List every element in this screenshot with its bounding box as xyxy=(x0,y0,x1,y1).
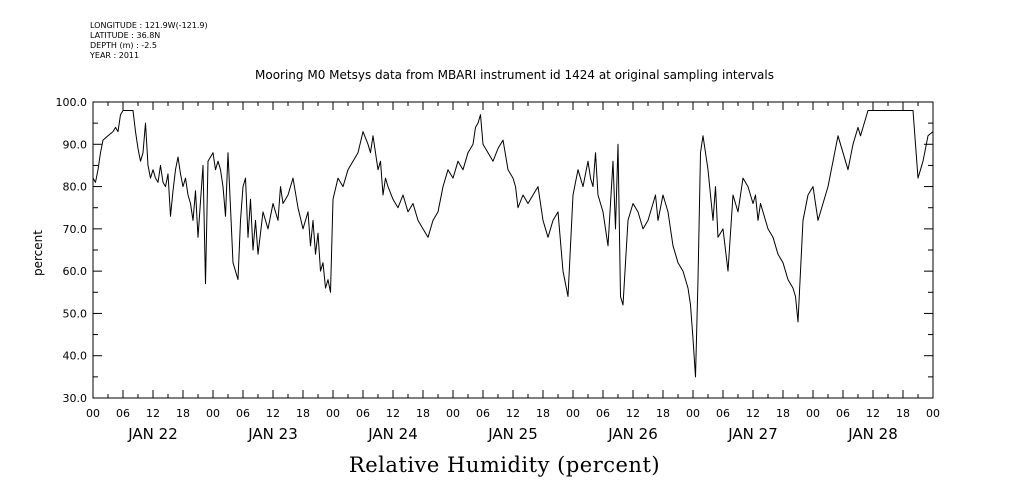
x-tick-label: 18 xyxy=(176,407,190,420)
x-tick-label: 18 xyxy=(656,407,670,420)
x-tick-label: 06 xyxy=(596,407,610,420)
x-tick-label: 00 xyxy=(206,407,220,420)
x-tick-label: 12 xyxy=(506,407,520,420)
x-tick-label: 18 xyxy=(776,407,790,420)
x-tick-label: 06 xyxy=(356,407,370,420)
x-day-label: JAN 24 xyxy=(367,425,418,443)
x-tick-label: 06 xyxy=(476,407,490,420)
x-day-label: JAN 27 xyxy=(727,425,778,443)
y-tick-label: 90.0 xyxy=(63,138,88,151)
longitude-text: LONGITUDE : 121.9W(-121.9) xyxy=(90,21,208,30)
x-tick-label: 18 xyxy=(896,407,910,420)
y-tick-label: 80.0 xyxy=(63,181,88,194)
x-tick-label: 06 xyxy=(716,407,730,420)
x-tick-label: 12 xyxy=(386,407,400,420)
x-day-label: JAN 22 xyxy=(127,425,178,443)
depth-text: DEPTH (m) : -2.5 xyxy=(90,41,157,50)
y-tick-label: 70.0 xyxy=(63,223,88,236)
header-info: LONGITUDE : 121.9W(-121.9) LATITUDE : 36… xyxy=(90,21,208,61)
x-tick-label: 12 xyxy=(266,407,280,420)
x-day-label: JAN 25 xyxy=(487,425,538,443)
x-axis-label: Relative Humidity (percent) xyxy=(348,453,661,477)
x-tick-label: 12 xyxy=(626,407,640,420)
y-tick-label: 100.0 xyxy=(56,96,88,109)
x-tick-label: 18 xyxy=(416,407,430,420)
x-tick-label: 18 xyxy=(536,407,550,420)
y-axis-label: percent xyxy=(31,230,45,276)
plot-frame xyxy=(92,101,934,399)
x-tick-label: 00 xyxy=(566,407,580,420)
x-tick-label: 18 xyxy=(296,407,310,420)
y-tick-label: 30.0 xyxy=(63,392,88,405)
y-tick-label: 60.0 xyxy=(63,265,88,278)
x-tick-label: 00 xyxy=(686,407,700,420)
x-tick-label: 00 xyxy=(446,407,460,420)
x-tick-label: 00 xyxy=(926,407,940,420)
year-text: YEAR : 2011 xyxy=(90,51,140,60)
chart-title: Mooring M0 Metsys data from MBARI instru… xyxy=(255,68,774,82)
x-tick-label: 00 xyxy=(326,407,340,420)
x-tick-label: 06 xyxy=(236,407,250,420)
x-tick-label: 12 xyxy=(746,407,760,420)
y-tick-label: 50.0 xyxy=(63,307,88,320)
y-tick-label: 40.0 xyxy=(63,350,88,363)
latitude-text: LATITUDE : 36.8N xyxy=(90,31,161,40)
x-tick-label: 00 xyxy=(806,407,820,420)
x-day-label: JAN 23 xyxy=(247,425,298,443)
series-line-humidity xyxy=(92,110,934,378)
x-day-label: JAN 26 xyxy=(607,425,658,443)
x-tick-label: 06 xyxy=(836,407,850,420)
x-tick-label: 06 xyxy=(116,407,130,420)
x-tick-label: 12 xyxy=(146,407,160,420)
x-day-label: JAN 28 xyxy=(847,425,898,443)
x-tick-label: 12 xyxy=(866,407,880,420)
x-tick-label: 00 xyxy=(86,407,100,420)
